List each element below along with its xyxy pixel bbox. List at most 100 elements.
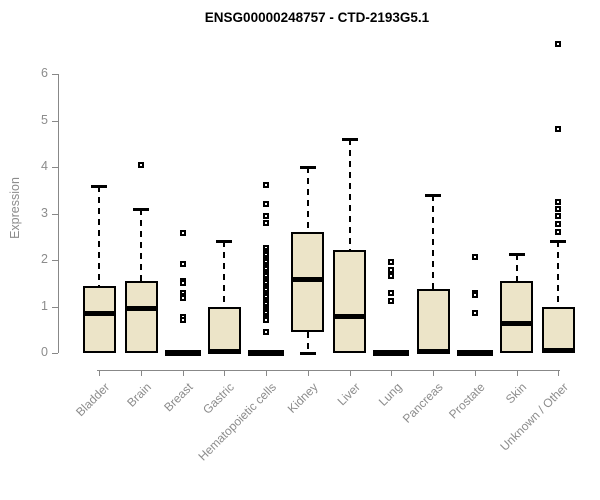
outlier-point	[471, 310, 478, 316]
outlier-point	[555, 198, 562, 205]
box	[207, 306, 241, 353]
outlier-point	[555, 205, 562, 212]
x-tick	[182, 370, 184, 376]
y-tick-label: 3	[41, 205, 48, 220]
outlier-point	[263, 317, 270, 324]
median-line	[333, 314, 367, 320]
outlier-point	[263, 219, 270, 226]
outlier-point	[179, 280, 186, 287]
x-tick	[99, 370, 101, 376]
outlier-point	[555, 125, 562, 132]
upper-whisker	[515, 254, 518, 281]
upper-whisker-cap	[508, 253, 525, 257]
x-tick-label: Brain	[124, 380, 154, 410]
x-tick	[141, 370, 143, 376]
x-tick-label: Hematopoietic cells	[195, 380, 280, 464]
outlier-point	[179, 230, 186, 237]
upper-whisker	[98, 185, 101, 286]
median-line	[207, 349, 241, 355]
collapsed-box	[373, 350, 410, 356]
collapsed-box	[248, 350, 285, 356]
upper-whisker-cap	[425, 193, 442, 197]
x-tick	[307, 370, 309, 376]
outlier-point	[555, 212, 562, 219]
median-line	[124, 306, 158, 312]
box	[82, 285, 116, 353]
x-tick-label: Prostate	[446, 380, 488, 422]
upper-whisker-cap	[216, 240, 233, 244]
upper-whisker	[140, 208, 143, 281]
outlier-point	[555, 40, 562, 47]
upper-whisker	[557, 241, 560, 307]
box	[291, 232, 325, 333]
outlier-point	[388, 259, 395, 266]
x-tick	[391, 370, 393, 376]
outlier-point	[138, 161, 145, 168]
box	[124, 280, 158, 353]
lower-whisker-cap	[299, 352, 316, 355]
outlier-point	[179, 260, 186, 267]
outlier-point	[179, 295, 186, 302]
y-tick	[52, 260, 58, 261]
y-tick	[52, 353, 58, 354]
x-tick	[558, 370, 560, 376]
median-line	[416, 349, 450, 355]
outlier-point	[471, 253, 478, 260]
outlier-point	[555, 229, 562, 236]
y-tick	[52, 213, 58, 215]
outlier-point	[471, 291, 478, 298]
x-tick-label: Gastric	[200, 380, 238, 417]
outlier-point	[388, 273, 395, 280]
outlier-point	[263, 201, 270, 208]
y-tick-label: 0	[41, 345, 48, 359]
y-tick-label: 6	[41, 66, 48, 80]
x-tick-label: Liver	[334, 380, 363, 409]
x-tick	[224, 370, 226, 376]
collapsed-box	[164, 350, 201, 356]
x-tick	[433, 370, 435, 376]
x-tick-label: Skin	[503, 380, 530, 407]
outlier-point	[263, 329, 270, 336]
outlier-point	[263, 212, 270, 219]
collapsed-box	[456, 350, 493, 356]
upper-whisker	[223, 241, 226, 307]
y-axis-line	[58, 74, 59, 353]
y-tick	[52, 306, 58, 308]
upper-whisker	[432, 194, 435, 289]
upper-whisker	[306, 167, 309, 233]
upper-whisker-cap	[299, 166, 316, 169]
y-tick-label: 1	[41, 298, 48, 313]
x-tick-label: Bladder	[73, 380, 113, 420]
y-tick	[52, 74, 58, 75]
outlier-point	[388, 297, 395, 304]
x-tick-label: Breast	[161, 380, 196, 415]
x-tick-label: Lung	[375, 380, 405, 409]
median-line	[82, 310, 116, 316]
box	[541, 306, 575, 353]
y-tick	[52, 167, 58, 168]
outlier-point	[388, 267, 395, 274]
y-tick-label: 4	[41, 159, 48, 173]
upper-whisker-cap	[133, 207, 150, 211]
x-tick	[474, 370, 476, 376]
x-tick-label: Pancreas	[400, 380, 447, 426]
outlier-point	[263, 181, 270, 188]
upper-whisker-cap	[91, 184, 108, 188]
x-tick	[349, 370, 351, 376]
chart-title: ENSG00000248757 - CTD-2193G5.1	[204, 10, 430, 25]
box	[500, 280, 534, 353]
x-tick	[516, 370, 518, 376]
x-axis-line	[97, 370, 561, 371]
median-line	[291, 277, 325, 283]
box	[333, 249, 367, 353]
upper-whisker-cap	[550, 240, 567, 244]
y-tick-label: 2	[41, 252, 48, 266]
outlier-point	[555, 220, 562, 227]
x-tick-label: Kidney	[285, 380, 321, 416]
median-line	[500, 321, 534, 327]
outlier-point	[179, 316, 186, 323]
y-tick	[52, 120, 58, 122]
y-tick-label: 5	[41, 112, 48, 127]
x-tick	[266, 370, 268, 376]
